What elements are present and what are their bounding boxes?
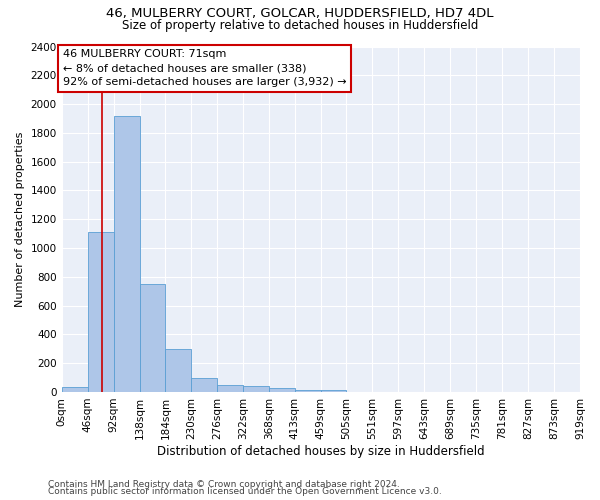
Bar [191,378,217,392]
Bar [269,388,295,392]
Bar [320,390,346,392]
Text: Size of property relative to detached houses in Huddersfield: Size of property relative to detached ho… [122,19,478,32]
Bar [217,386,243,392]
Bar [140,284,166,392]
Y-axis label: Number of detached properties: Number of detached properties [15,132,25,307]
Bar [62,387,88,392]
Bar [166,349,191,392]
X-axis label: Distribution of detached houses by size in Huddersfield: Distribution of detached houses by size … [157,444,485,458]
Text: Contains HM Land Registry data © Crown copyright and database right 2024.: Contains HM Land Registry data © Crown c… [48,480,400,489]
Text: Contains public sector information licensed under the Open Government Licence v3: Contains public sector information licen… [48,487,442,496]
Bar [113,116,140,392]
Bar [295,390,320,392]
Bar [88,232,113,392]
Text: 46, MULBERRY COURT, GOLCAR, HUDDERSFIELD, HD7 4DL: 46, MULBERRY COURT, GOLCAR, HUDDERSFIELD… [106,8,494,20]
Bar [243,386,269,392]
Text: 46 MULBERRY COURT: 71sqm
← 8% of detached houses are smaller (338)
92% of semi-d: 46 MULBERRY COURT: 71sqm ← 8% of detache… [63,50,346,88]
